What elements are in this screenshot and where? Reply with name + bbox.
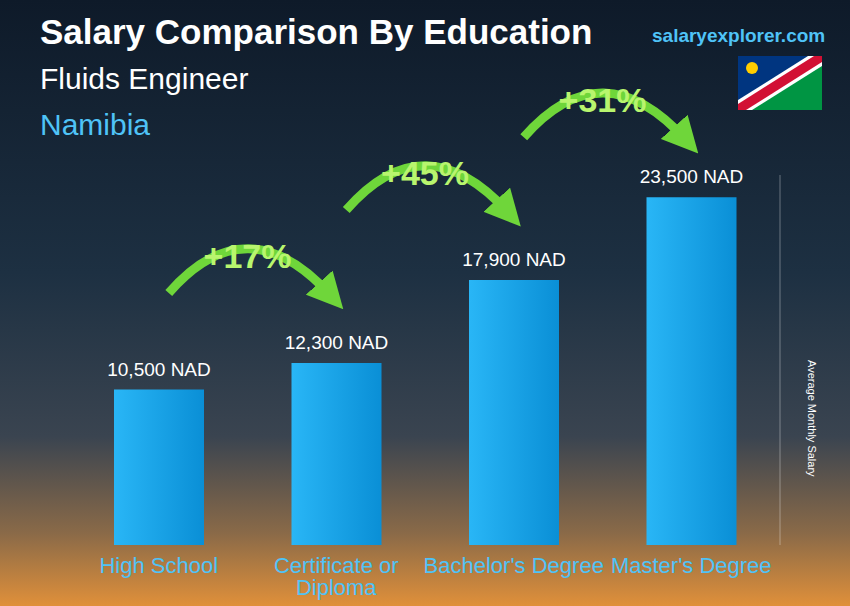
svg-text:Master's Degree: Master's Degree [611,553,772,578]
svg-text:+45%: +45% [381,154,469,192]
svg-text:12,300 NAD: 12,300 NAD [285,332,389,353]
html-text:Fluids Engineer: Fluids Engineer [40,62,249,95]
svg-text:Average Monthly Salary: Average Monthly Salary [806,360,818,477]
svg-text:+17%: +17% [204,237,292,275]
svg-text:Certificate orDiploma: Certificate orDiploma [274,553,399,600]
svg-text:High School: High School [99,553,218,578]
svg-text:Bachelor's Degree: Bachelor's Degree [424,553,604,578]
svg-text:+31%: +31% [559,81,647,119]
html-text:Salary Comparison By Education: Salary Comparison By Education [40,12,593,51]
svg-text:23,500 NAD: 23,500 NAD [640,166,744,187]
svg-text:10,500 NAD: 10,500 NAD [107,359,211,380]
html-text:Namibia: Namibia [40,108,150,141]
html-text:salaryexplorer.com: salaryexplorer.com [652,25,826,46]
svg-text:17,900 NAD: 17,900 NAD [462,249,566,270]
